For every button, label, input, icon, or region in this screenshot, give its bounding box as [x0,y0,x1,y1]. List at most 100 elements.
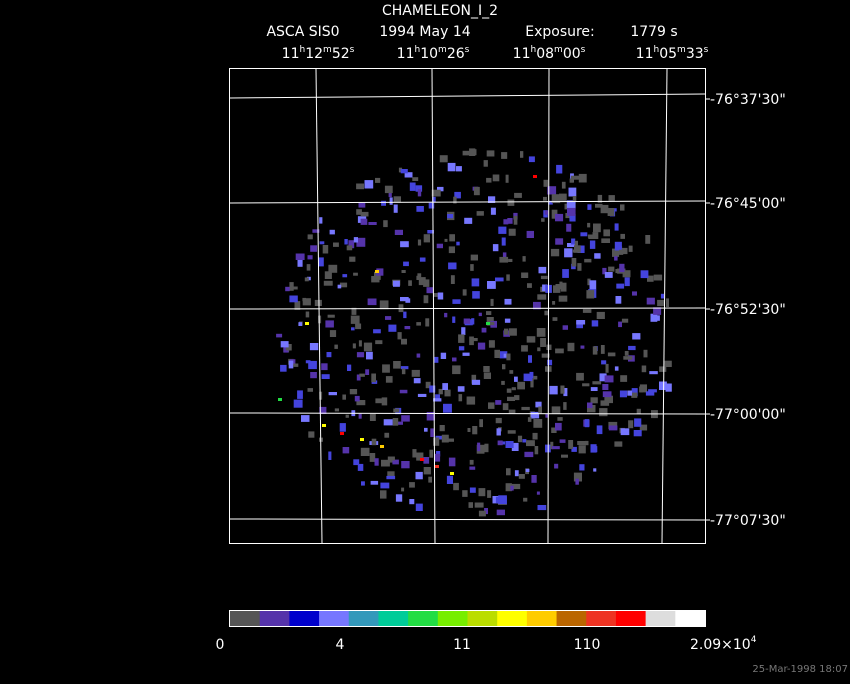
pixel-blob [624,351,629,356]
colorbar-frame [229,610,706,627]
colorbar-swatch [645,611,676,626]
pixel-blob [435,435,444,440]
pixel-blob [472,291,480,299]
pixel-blob [511,483,521,490]
pixel-blob [333,242,339,247]
bright-pixel [450,472,454,475]
pixel-blob [373,329,381,334]
pixel-blob [602,391,612,398]
pixel-blob [602,384,609,390]
pixel-blob [295,253,305,260]
pixel-blob [530,378,534,388]
pixel-blob [374,458,379,466]
pixel-blob [342,394,346,400]
ra-unit: h [299,45,305,55]
pixel-blob [600,345,605,354]
pixel-blob [546,344,552,350]
pixel-blob [508,258,513,262]
pixel-blob [526,230,534,238]
pixel-blob [356,237,366,247]
bright-pixel [278,398,282,401]
pixel-blob [503,219,509,225]
pixel-blob [518,474,525,479]
pixel-blob [399,389,408,394]
ra-unit: h [653,45,659,55]
pixel-blob [501,237,506,246]
pixel-blob [501,152,508,159]
pixel-blob [371,438,377,446]
pixel-blob [339,282,348,288]
pixel-blob [577,245,585,253]
bright-pixel [360,438,364,441]
pixel-blob [384,185,393,194]
pixel-blob [428,476,432,483]
pixel-blob [440,352,447,359]
pixel-blob [557,417,563,421]
pixel-blob [647,275,654,282]
pixel-blob [294,301,301,310]
pixel-blob [425,318,430,327]
pixel-blob [353,272,358,276]
pixel-blob [458,346,465,351]
pixel-blob [464,217,473,224]
pixel-blob [620,428,630,436]
pixel-blob [619,390,627,398]
instrument: ASCA SIS0 [266,24,339,40]
pixel-blob [599,408,608,417]
pixel-blob [483,160,488,167]
pixel-blob [640,270,649,279]
pixel-blob [356,183,364,190]
pixel-blob [634,418,642,427]
pixel-blob [614,256,618,261]
pixel-blob [326,352,332,358]
pixel-blob [436,243,443,249]
pixel-blob [398,167,403,173]
pixel-blob [302,298,311,306]
pixel-blob [601,238,610,243]
pixel-blob [368,222,377,225]
pixel-blob [309,343,319,351]
pixel-blob [388,324,397,332]
dec-grid-line [229,518,706,521]
colorbar-swatch [289,611,320,626]
pixel-blob [383,220,388,228]
pixel-blob [544,210,549,215]
pixel-blob [385,376,393,383]
pixel-blob [321,374,330,379]
pixel-blob [555,213,564,222]
pixel-blob [448,246,455,254]
pixel-blob [429,449,433,458]
pixel-blob [527,417,532,422]
pixel-blob [582,309,592,313]
pixel-blob [537,505,547,511]
pixel-blob [511,387,516,391]
pixel-blob [600,204,609,214]
colorbar-swatch [408,611,439,626]
dec-grid-line [229,412,706,415]
pixel-blob [476,211,484,216]
pixel-blob [573,472,582,482]
pixel-blob [289,295,298,303]
pixel-blob [542,284,548,292]
pixel-blob [448,457,456,467]
pixel-blob [469,459,474,465]
pixel-blob [456,241,460,246]
pixel-blob [393,361,401,369]
pixel-blob [533,419,543,428]
pixel-blob [381,459,390,467]
colorbar-swatch [230,611,261,626]
pixel-blob [567,243,576,247]
pixel-blob [619,249,624,255]
pixel-blob [458,394,463,402]
pixel-blob [544,310,549,316]
pixel-blob [555,422,562,431]
pixel-blob [538,406,542,414]
pixel-blob [308,431,315,438]
pixel-blob [499,351,508,359]
ra-value: 00 [563,46,581,62]
pixel-blob [562,325,568,330]
pixel-blob [353,237,358,243]
pixel-blob [307,388,313,392]
pixel-blob [308,360,317,370]
